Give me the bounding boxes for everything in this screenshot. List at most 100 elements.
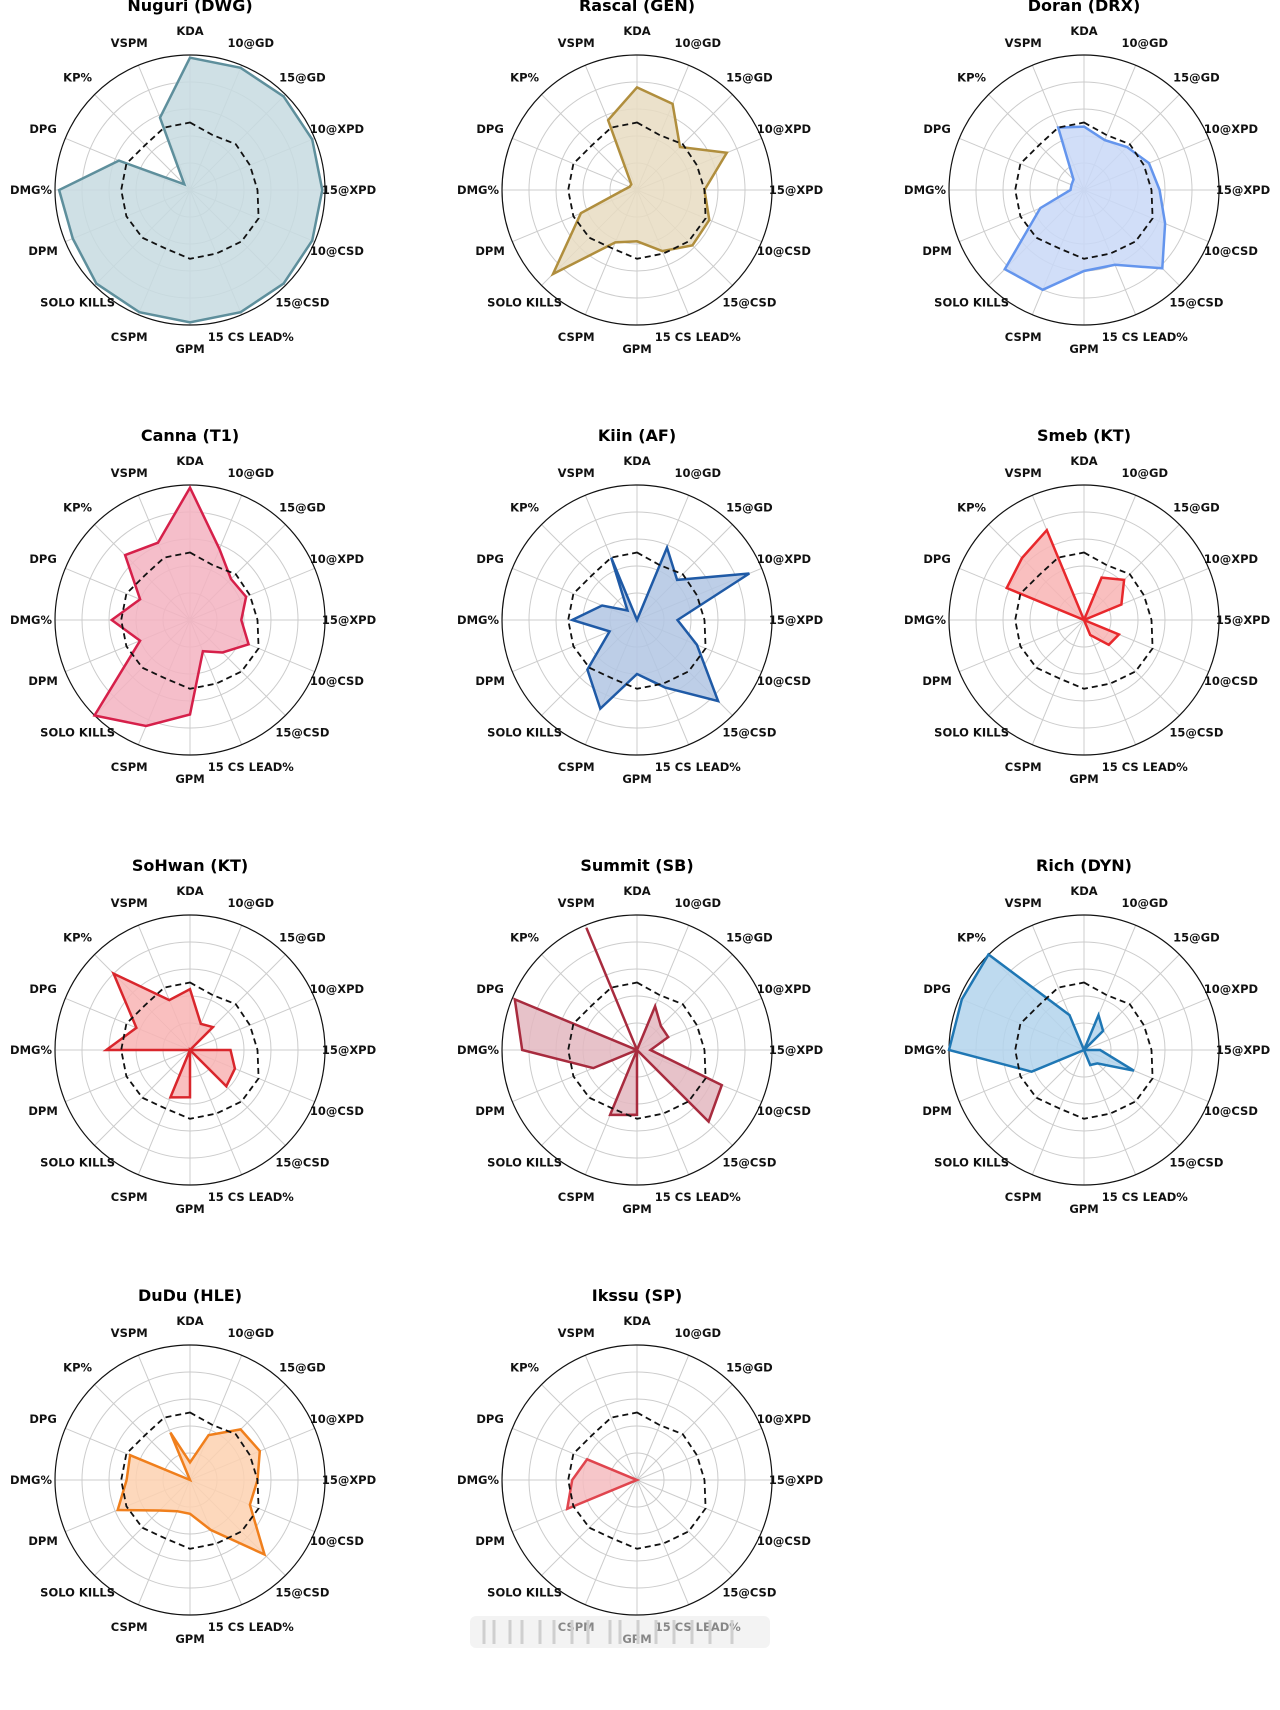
axis-spoke — [959, 619, 1085, 673]
axis-label: 15@GD — [279, 931, 326, 945]
axis-spoke — [541, 954, 638, 1051]
axis-label: DPG — [476, 1412, 503, 1426]
axis-label: 10@CSD — [310, 1534, 364, 1548]
axis-label: 15 CS LEAD% — [655, 1190, 742, 1204]
player-series-polygon — [57, 56, 324, 324]
chart-title: Rascal (GEN) — [579, 0, 695, 15]
radar-chart: KDA 10@GD 15@GD 10@XPD 15@XPD 10@CSD 15@CSD 15 … — [457, 0, 823, 356]
axis-label: DPG — [923, 122, 950, 136]
axis-label: 10@GD — [675, 896, 722, 910]
axis-label: DMG% — [10, 1043, 52, 1057]
radar-chart-panel: KDA 10@GD 15@GD 10@XPD 15@XPD 10@CSD 15@CSD 15 … — [0, 0, 390, 420]
axis-label: 15@GD — [279, 1361, 326, 1375]
axis-label: KDA — [1070, 454, 1097, 468]
axis-label: 15@XPD — [322, 613, 376, 627]
axis-spoke — [94, 94, 191, 191]
axis-spoke — [65, 1049, 191, 1103]
axis-spoke — [541, 1479, 638, 1576]
axis-label: 15@CSD — [722, 725, 776, 739]
radar-chart-panel: KDA 10@GD 15@GD 10@XPD 15@XPD 10@CSD 15@CSD 15 … — [0, 856, 390, 1280]
axis-label: 15@XPD — [1216, 1043, 1270, 1057]
axis-label: 10@CSD — [757, 244, 811, 258]
axis-label: DPM — [28, 1534, 57, 1548]
axis-label: 10@XPD — [757, 1412, 811, 1426]
radar-chart-panel: KDA 10@GD 15@GD 10@XPD 15@XPD 10@CSD 15@CSD 15 … — [437, 0, 837, 420]
axis-label: 15 CS LEAD% — [208, 760, 295, 774]
axis-label: 10@GD — [228, 466, 275, 480]
radar-chart: KDA 10@GD 15@GD 10@XPD 15@XPD 10@CSD 15@CSD 15 … — [10, 426, 376, 786]
average-series-polygon — [1014, 121, 1154, 260]
axis-label: 15@GD — [1173, 71, 1220, 85]
axis-label: 15 CS LEAD% — [208, 1190, 295, 1204]
axis-label: VSPM — [558, 896, 595, 910]
axis-label: 10@XPD — [310, 1412, 364, 1426]
axis-spoke — [1083, 1049, 1180, 1146]
axis-label: 15@CSD — [1169, 295, 1223, 309]
player-series-polygon — [1003, 125, 1167, 292]
axis-spoke — [1083, 997, 1209, 1051]
axis-label: DPM — [475, 244, 504, 258]
axis-label: DPM — [922, 244, 951, 258]
axis-label: 15@CSD — [722, 295, 776, 309]
axis-spoke — [541, 524, 638, 621]
axis-label: KDA — [176, 24, 203, 38]
axis-label: DPG — [476, 552, 503, 566]
axis-label: SOLO KILLS — [40, 1155, 115, 1169]
chart-title: Canna (T1) — [141, 426, 239, 445]
axis-label: DMG% — [10, 183, 52, 197]
chart-title: Summit (SB) — [580, 856, 693, 875]
chart-title: Doran (DRX) — [1028, 0, 1140, 15]
axis-label: 10@GD — [1122, 466, 1169, 480]
axis-label: KP% — [63, 71, 92, 85]
axis-label: KP% — [957, 931, 986, 945]
axis-label: VSPM — [558, 1326, 595, 1340]
axis-label: VSPM — [558, 36, 595, 50]
axis-spoke — [636, 1384, 733, 1481]
axis-label: 15@XPD — [322, 1473, 376, 1487]
radar-chart-panel: KDA 10@GD 15@GD 10@XPD 15@XPD 10@CSD 15@CSD 15 … — [437, 856, 837, 1280]
axis-label: KDA — [176, 454, 203, 468]
axis-label: DPG — [29, 122, 56, 136]
axis-label: VSPM — [111, 1326, 148, 1340]
axis-label: 10@GD — [228, 896, 275, 910]
axis-label: 15@GD — [279, 71, 326, 85]
axis-label: 15 CS LEAD% — [208, 330, 295, 344]
average-series-polygon — [567, 1411, 707, 1550]
axis-label: 15@GD — [726, 1361, 773, 1375]
radar-chart: KDA 10@GD 15@GD 10@XPD 15@XPD 10@CSD 15@CSD 15 … — [10, 0, 376, 356]
axis-label: 15 CS LEAD% — [208, 1620, 295, 1634]
axis-label: 15 CS LEAD% — [1102, 330, 1189, 344]
axis-label: GPM — [175, 1202, 204, 1216]
axis-label: GPM — [1069, 772, 1098, 786]
axis-label: 10@XPD — [310, 122, 364, 136]
axis-spoke — [512, 137, 638, 191]
axis-label: KDA — [623, 884, 650, 898]
axis-label: DPM — [922, 674, 951, 688]
axis-label: 10@CSD — [310, 1104, 364, 1118]
average-series-polygon — [1014, 551, 1154, 690]
chart-title: Rich (DYN) — [1036, 856, 1132, 875]
axis-label: VSPM — [111, 36, 148, 50]
axis-label: KP% — [510, 501, 539, 515]
axis-label: KDA — [176, 884, 203, 898]
axis-spoke — [636, 1479, 733, 1576]
axis-label: 15@CSD — [275, 295, 329, 309]
axis-label: KP% — [510, 931, 539, 945]
axis-label: 10@XPD — [757, 122, 811, 136]
axis-label: 10@XPD — [310, 982, 364, 996]
axis-spoke — [541, 1384, 638, 1481]
axis-label: DPG — [476, 982, 503, 996]
axis-label: DMG% — [10, 1473, 52, 1487]
axis-label: DPG — [923, 552, 950, 566]
axis-label: CSPM — [558, 760, 595, 774]
axis-label: DMG% — [904, 183, 946, 197]
radar-chart-panel: KDA 10@GD 15@GD 10@XPD 15@XPD 10@CSD 15@CSD 15 … — [884, 0, 1280, 420]
outer-ring — [54, 484, 326, 756]
axis-label: SOLO KILLS — [487, 1585, 562, 1599]
axis-label: SOLO KILLS — [934, 295, 1009, 309]
axis-label: GPM — [175, 1632, 204, 1646]
axis-label: VSPM — [111, 896, 148, 910]
axis-label: KP% — [63, 501, 92, 515]
watermark — [470, 1616, 770, 1648]
radar-chart: KDA 10@GD 15@GD 10@XPD 15@XPD 10@CSD 15@CSD 15 … — [10, 1286, 376, 1646]
